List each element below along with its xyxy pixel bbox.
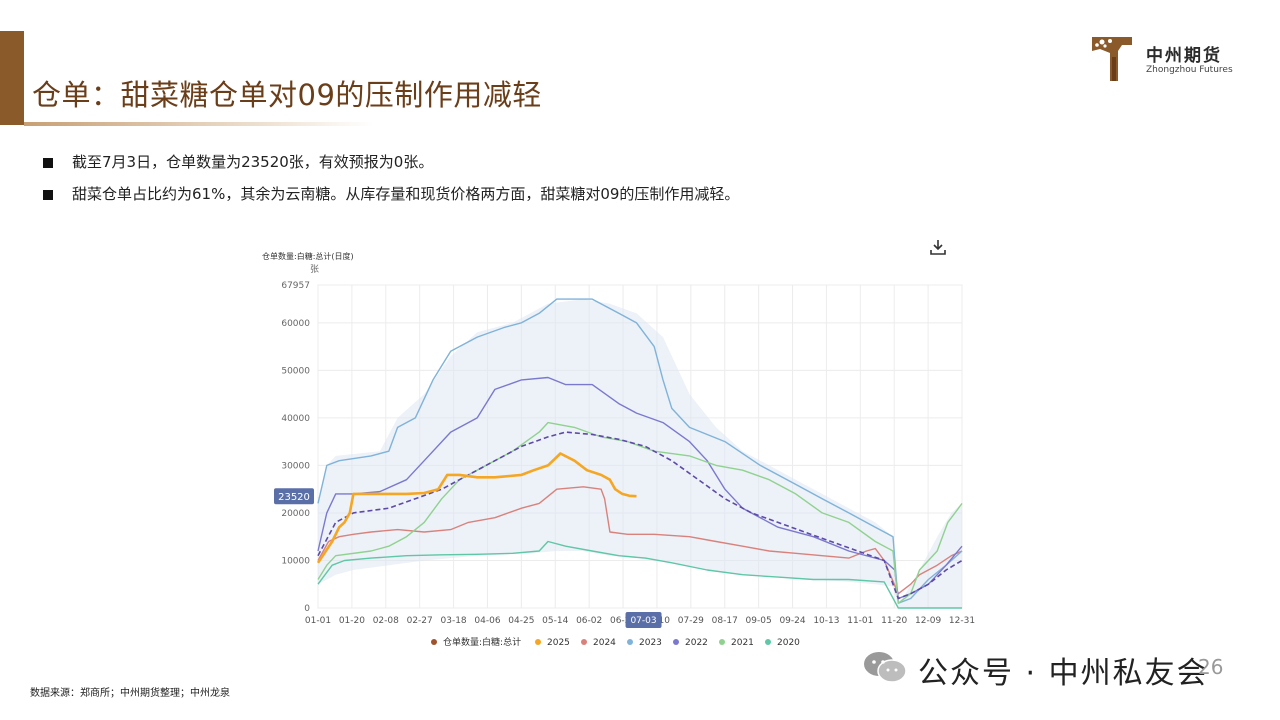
title-underline (24, 122, 374, 126)
wechat-account-name: 公众号 · 中州私友会 (918, 656, 1209, 691)
bullet-text: 截至7月3日，仓单数量为23520张，有效预报为0张。 (72, 153, 434, 171)
bullet-square-icon (43, 190, 53, 200)
legend-label: 2022 (685, 638, 708, 648)
warehouse-receipt-chart: 0 10000 20000 30000 40000 50000 60000 67957 01-0… (250, 232, 982, 654)
x-tick-label: 09-24 (779, 616, 805, 626)
x-tick-label: 01-20 (339, 616, 365, 626)
x-tick-label: 06-02 (576, 616, 602, 626)
page-title: 仓单：甜菜糖仓单对09的压制作用减轻 (32, 78, 542, 112)
x-tick-label: 10-13 (813, 616, 839, 626)
y-axis-unit: 张 (310, 265, 320, 275)
y-tick-label: 20000 (281, 509, 310, 519)
logo-name-en: Zhongzhou Futures (1146, 65, 1233, 75)
legend-marker (581, 639, 587, 645)
y-tick-label: 10000 (281, 556, 310, 566)
x-highlight-badge (625, 612, 662, 628)
y-tick-label: 0 (304, 604, 310, 614)
series-line-2023 (317, 298, 963, 604)
series-line-2024 (317, 486, 963, 595)
legend-marker (627, 639, 633, 645)
legend-marker (431, 639, 437, 645)
x-tick-label: 01-01 (305, 616, 331, 626)
legend-label: 2021 (731, 638, 754, 648)
bullet-square-icon (43, 158, 53, 168)
legend-label: 2024 (593, 638, 616, 648)
x-tick-label: 09-05 (746, 616, 772, 626)
legend-marker (719, 639, 725, 645)
x-tick-label: 03-18 (441, 616, 467, 626)
x-tick-label: 05-14 (542, 616, 568, 626)
logo-name-cn: 中州期货 (1146, 46, 1222, 66)
x-tick-label: 04-25 (508, 616, 534, 626)
legend-marker (673, 639, 679, 645)
bullet-text: 甜菜仓单占比约为61%，其余为云南糖。从库存量和现货价格两方面，甜菜糖对09的压… (72, 185, 740, 203)
legend-label: 仓单数量:白糖:总计 (443, 636, 521, 648)
wechat-watermark: 公众号 · 中州私友会 (862, 646, 1242, 691)
page-number: 26 (1198, 655, 1224, 679)
chart-title: 仓单数量:白糖:总计(日度) (262, 252, 354, 261)
range-band (318, 299, 962, 608)
x-tick-label: 12-09 (915, 616, 941, 626)
y-highlight-label: 23520 (278, 492, 310, 503)
y-tick-label: 60000 (281, 319, 310, 329)
y-tick-label: 67957 (281, 281, 310, 291)
series-line-2020 (317, 540, 962, 609)
bullet-list: 截至7月3日，仓单数量为23520张，有效预报为0张。 甜菜仓单占比约为61%，… (40, 148, 739, 212)
x-tick-label: 12-31 (949, 616, 975, 626)
y-highlight-badge (274, 488, 314, 505)
company-logo: 中州期货 Zhongzhou Futures (1088, 31, 1248, 87)
download-icon[interactable] (928, 237, 948, 257)
y-tick-label: 40000 (281, 414, 310, 424)
x-tick-label: 04-06 (474, 616, 500, 626)
series-line-2021 (317, 421, 963, 604)
bullet-item: 截至7月3日，仓单数量为23520张，有效预报为0张。 (40, 148, 739, 180)
y-tick-label: 50000 (281, 366, 310, 376)
legend-label: 2023 (639, 638, 662, 648)
x-tick-label: 02-27 (407, 616, 433, 626)
bullet-item: 甜菜仓单占比约为61%，其余为云南糖。从库存量和现货价格两方面，甜菜糖对09的压… (40, 180, 739, 212)
y-tick-label: 30000 (281, 461, 310, 471)
x-tick-label: 11-20 (881, 616, 907, 626)
title-accent-bar (0, 31, 24, 125)
legend-label: 2025 (547, 638, 570, 648)
legend-marker (535, 639, 541, 645)
wechat-icon (864, 652, 907, 683)
x-tick-label: 08-17 (712, 616, 738, 626)
x-tick-label: 06-21 (610, 616, 636, 626)
x-highlight-label: 07-03 (630, 616, 656, 626)
x-tick-label: 02-08 (373, 616, 399, 626)
legend-label: 2020 (777, 638, 800, 648)
x-tick-label: 11-01 (847, 616, 873, 626)
series-line-2025 (316, 452, 637, 564)
chart-canvas: 0 10000 20000 30000 40000 50000 60000 67957 01-0… (274, 281, 975, 648)
legend-marker (765, 639, 771, 645)
leopard-logo-icon (1090, 33, 1134, 83)
data-source: 数据来源：郑商所；中州期货整理；中州龙泉 (30, 688, 230, 699)
x-tick-label: 07-29 (678, 616, 704, 626)
